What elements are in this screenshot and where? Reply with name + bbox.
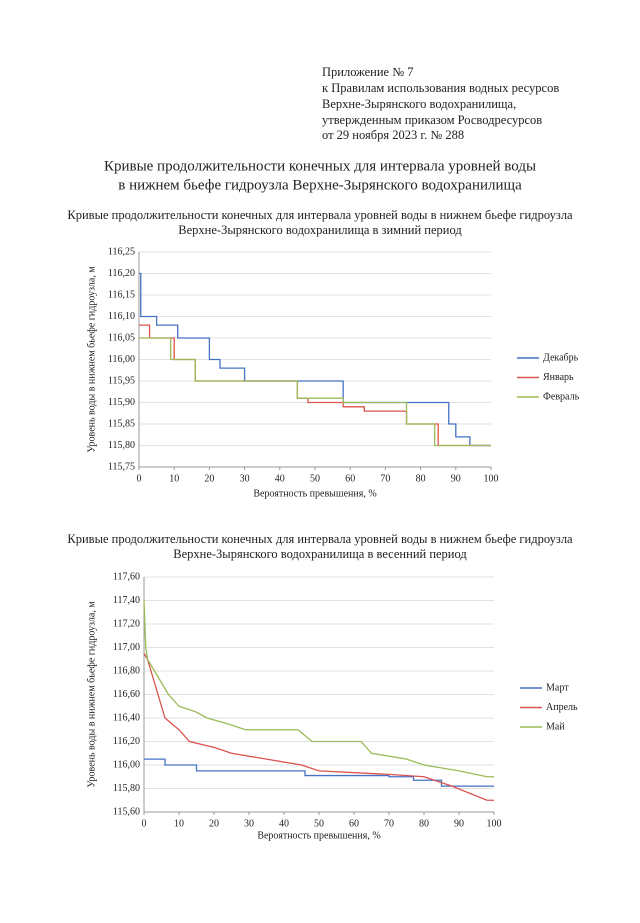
- y-tick-label: 115,75: [108, 461, 135, 472]
- y-tick-label: 115,80: [113, 783, 140, 794]
- chart-title: Кривые продолжительности конечных для ин…: [67, 208, 573, 222]
- x-tick-label: 40: [275, 473, 285, 484]
- appendix-line: от 29 ноября 2023 г. № 288: [322, 128, 464, 142]
- x-tick-label: 0: [137, 473, 142, 484]
- y-tick-label: 117,40: [113, 595, 140, 606]
- y-tick-label: 116,40: [113, 712, 140, 723]
- y-tick-label: 116,60: [113, 689, 140, 700]
- series-line: [139, 337, 491, 447]
- y-axis-label: Уровень воды в нижнем бьефе гидроузла, м: [86, 266, 97, 453]
- legend-label: Февраль: [543, 391, 580, 402]
- appendix-line: Верхне-Зырянского водохранилища,: [322, 97, 516, 111]
- x-tick-label: 80: [419, 818, 429, 829]
- x-tick-label: 30: [244, 818, 254, 829]
- x-axis-label: Вероятность превышения, %: [253, 488, 376, 499]
- y-tick-label: 117,60: [113, 571, 140, 582]
- y-tick-label: 115,85: [108, 418, 135, 429]
- y-tick-label: 115,95: [108, 375, 135, 386]
- y-tick-label: 115,80: [108, 440, 135, 451]
- legend-label: Май: [546, 721, 565, 732]
- x-tick-label: 90: [451, 473, 461, 484]
- x-tick-label: 60: [345, 473, 355, 484]
- legend-label: Январь: [543, 372, 574, 383]
- main-title: Кривые продолжительности конечных для ин…: [104, 158, 536, 174]
- y-tick-label: 115,60: [113, 806, 140, 817]
- series-line: [139, 272, 491, 447]
- x-tick-label: 70: [384, 818, 394, 829]
- chart-title: Верхне-Зырянского водохранилища в весенн…: [173, 547, 467, 561]
- y-tick-label: 117,00: [113, 642, 140, 653]
- x-tick-label: 90: [454, 818, 464, 829]
- y-tick-label: 116,15: [108, 289, 135, 300]
- y-tick-label: 116,00: [113, 759, 140, 770]
- x-tick-label: 10: [174, 818, 184, 829]
- main-title: в нижнем бьефе гидроузла Верхне-Зырянско…: [118, 177, 522, 193]
- legend-label: Апрель: [546, 702, 578, 713]
- x-tick-label: 20: [204, 473, 214, 484]
- y-tick-label: 116,05: [108, 332, 135, 343]
- x-tick-label: 10: [169, 473, 179, 484]
- x-tick-label: 40: [279, 818, 289, 829]
- x-tick-label: 0: [142, 818, 147, 829]
- y-tick-label: 116,00: [108, 354, 135, 365]
- x-tick-label: 50: [310, 473, 320, 484]
- legend-label: Март: [546, 682, 569, 693]
- appendix-line: Приложение № 7: [322, 65, 414, 79]
- y-tick-label: 116,20: [108, 268, 135, 279]
- x-tick-label: 70: [380, 473, 390, 484]
- x-axis-label: Вероятность превышения, %: [257, 830, 380, 841]
- series-line: [139, 324, 491, 447]
- y-tick-label: 115,90: [108, 397, 135, 408]
- x-tick-label: 60: [349, 818, 359, 829]
- y-tick-label: 116,80: [113, 665, 140, 676]
- x-tick-label: 30: [240, 473, 250, 484]
- appendix-line: утвержденным приказом Росводресурсов: [322, 113, 542, 127]
- y-tick-label: 116,20: [113, 736, 140, 747]
- x-tick-label: 50: [314, 818, 324, 829]
- appendix-line: к Правилам использования водных ресурсов: [322, 81, 559, 95]
- y-tick-label: 117,20: [113, 618, 140, 629]
- series-line: [144, 758, 494, 787]
- x-tick-label: 80: [416, 473, 426, 484]
- chart-title: Кривые продолжительности конечных для ин…: [67, 532, 573, 546]
- x-tick-label: 100: [484, 473, 499, 484]
- series-line: [143, 600, 494, 778]
- chart-title: Верхне-Зырянского водохранилища в зимний…: [178, 223, 462, 237]
- y-tick-label: 116,25: [108, 246, 135, 257]
- x-tick-label: 20: [209, 818, 219, 829]
- x-tick-label: 100: [487, 818, 502, 829]
- y-axis-label: Уровень воды в нижнем бьефе гидроузла, м: [86, 601, 97, 788]
- legend-label: Декабрь: [543, 352, 579, 363]
- y-tick-label: 116,10: [108, 311, 135, 322]
- series-line: [143, 653, 494, 801]
